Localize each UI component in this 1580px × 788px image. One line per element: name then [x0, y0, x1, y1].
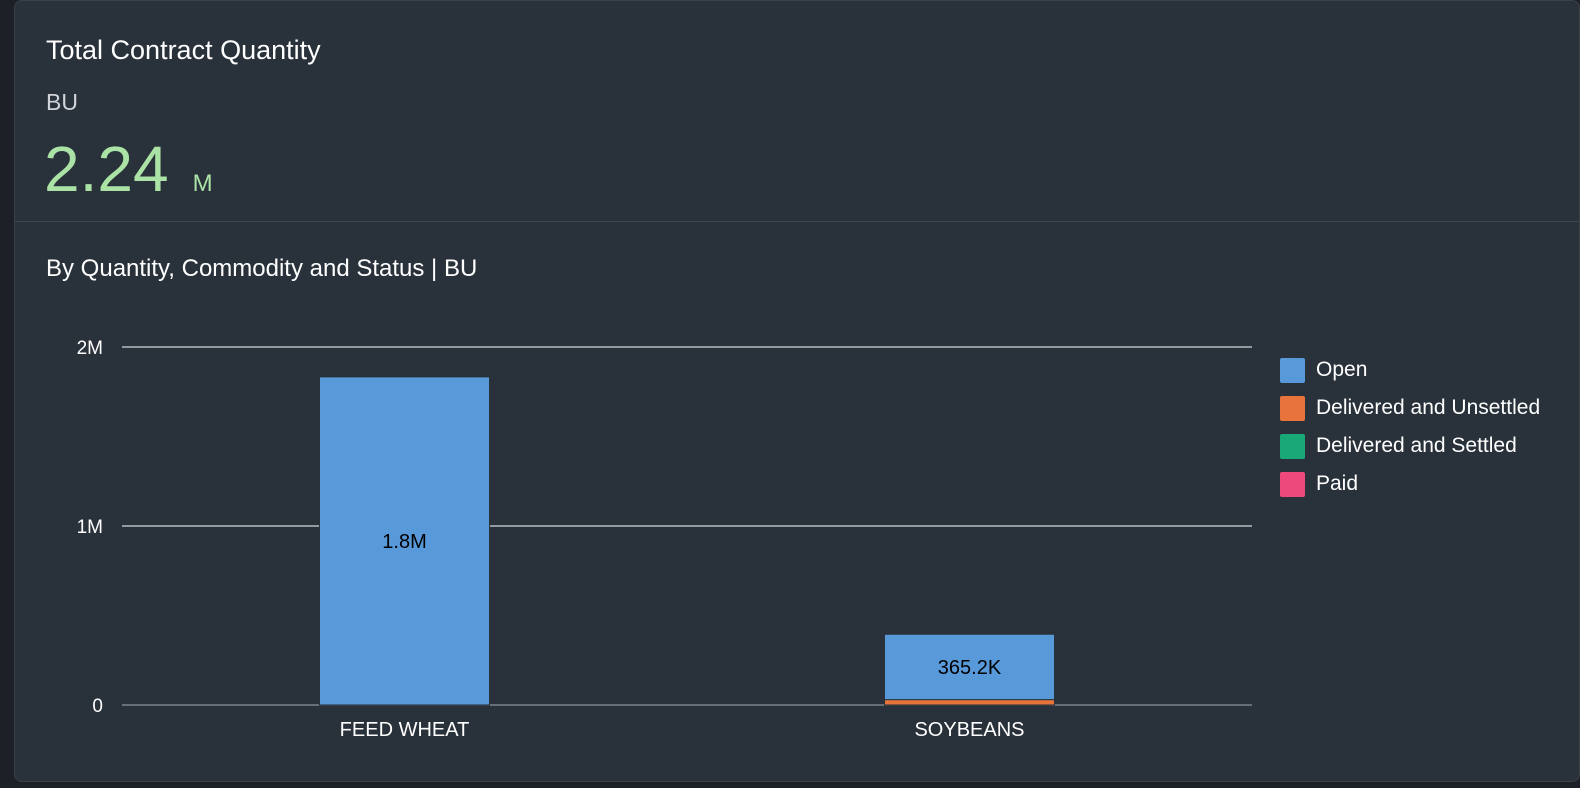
legend-item-open[interactable]: Open	[1280, 351, 1540, 389]
kpi-unit: BU	[46, 89, 78, 115]
data-label-soybeans: 365.2K	[938, 657, 1002, 679]
legend-item-paid[interactable]: Paid	[1280, 465, 1540, 503]
legend-swatch	[1280, 395, 1305, 421]
y-tick-label: 2M	[77, 338, 103, 359]
stacked-bar-chart: 0 1M 2M 1.8M FEED WHEAT 365.2K SOYBEANS	[77, 338, 1252, 741]
card-title: Total Contract Quantity	[46, 35, 321, 65]
legend-swatch	[1280, 357, 1305, 383]
bar-soybeans-delivered-and-unsettled	[884, 699, 1055, 706]
legend-label: Delivered and Unsettled	[1316, 396, 1541, 419]
kpi-value: 2.24	[44, 133, 169, 205]
y-tick-label: 0	[92, 696, 103, 717]
legend-swatch	[1280, 433, 1305, 459]
chart-legend[interactable]: Open Delivered and Unsettled Delivered and…	[1280, 351, 1540, 503]
x-tick-label-feed-wheat: FEED WHEAT	[340, 719, 470, 741]
kpi-scale: M	[192, 170, 213, 197]
y-tick-label: 1M	[77, 517, 103, 538]
kpi-display: 2.24 M	[44, 129, 213, 209]
legend-label: Open	[1316, 358, 1368, 381]
legend-label: Delivered and Settled	[1316, 434, 1517, 457]
legend-item-delivered-and-settled[interactable]: Delivered and Settled	[1280, 427, 1540, 465]
card-header[interactable]: Total Contract Quantity BU 2.24 M	[15, 1, 1579, 222]
legend-swatch	[1280, 471, 1305, 497]
data-label-feed-wheat: 1.8M	[382, 531, 426, 553]
bar-feed-wheat-open	[319, 376, 490, 706]
chart-title: By Quantity, Commodity and Status | BU	[46, 255, 478, 282]
legend-label: Paid	[1316, 472, 1359, 495]
x-tick-label-soybeans: SOYBEANS	[914, 719, 1024, 741]
contract-quantity-card[interactable]: Total Contract Quantity BU 2.24 M By Quan…	[14, 0, 1580, 782]
bar-soybeans-open	[884, 633, 1055, 701]
legend-item-delivered-and-unsettled[interactable]: Delivered and Unsettled	[1280, 389, 1540, 427]
